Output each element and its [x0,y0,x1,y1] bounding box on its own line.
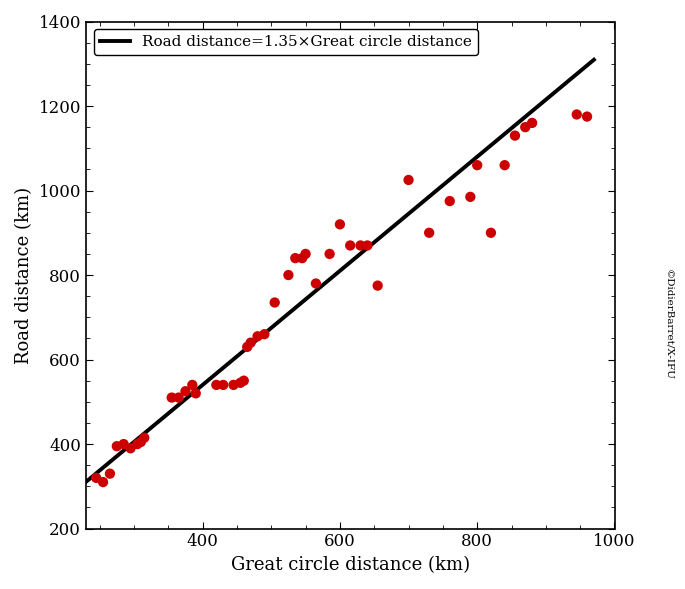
Point [465,192,476,201]
Point [283,270,294,280]
Point [228,380,239,389]
Point [403,176,414,185]
Point [112,442,123,451]
Point [310,279,321,288]
Point [242,342,253,352]
Point [297,253,308,263]
X-axis label: Great circle distance (km): Great circle distance (km) [231,556,470,574]
Point [90,473,101,482]
Point [334,220,345,229]
Point [235,378,246,388]
Point [355,241,366,250]
Point [445,196,456,206]
Point [269,298,280,307]
Point [372,281,383,290]
Point [499,160,510,170]
Point [180,386,191,396]
Point [166,393,177,402]
Point [300,249,311,259]
Point [125,444,136,453]
Point [190,389,201,398]
Point [139,433,150,442]
Point [527,118,538,128]
Point [218,380,229,389]
Point [173,393,184,402]
Point [520,123,531,132]
Point [424,228,435,237]
Point [290,253,301,263]
Point [136,437,147,446]
Point [324,249,335,259]
Point [259,329,270,339]
Legend: Road distance=1.35×Great circle distance: Road distance=1.35×Great circle distance [94,29,478,55]
Point [362,241,373,250]
Point [132,439,143,449]
Point [245,338,256,348]
Point [510,131,521,140]
Point [119,439,129,449]
Point [571,110,582,119]
Text: ©DidierBarret/X-IFU: ©DidierBarret/X-IFU [664,269,673,379]
Y-axis label: Road distance (km): Road distance (km) [15,187,33,363]
Point [252,332,263,341]
Point [97,478,108,487]
Point [238,376,249,385]
Point [582,112,593,121]
Point [472,160,483,170]
Point [211,380,222,389]
Point [187,380,198,389]
Point [345,241,356,250]
Point [105,469,116,478]
Point [486,228,497,237]
